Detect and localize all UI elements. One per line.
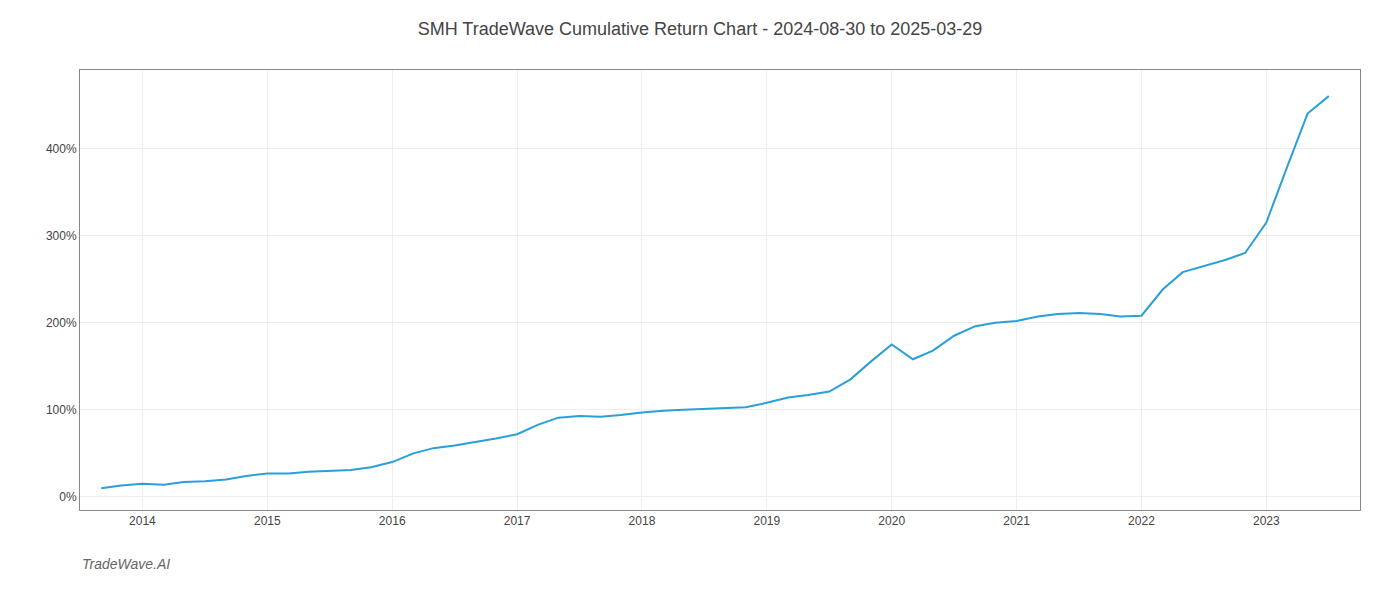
svg-text:400%: 400% xyxy=(46,142,77,156)
svg-text:2023: 2023 xyxy=(1253,514,1280,528)
svg-text:2019: 2019 xyxy=(753,514,780,528)
svg-text:TradeWave.AI: TradeWave.AI xyxy=(82,556,170,572)
svg-text:2014: 2014 xyxy=(129,514,156,528)
svg-text:0%: 0% xyxy=(59,490,77,504)
svg-text:SMH TradeWave Cumulative Retur: SMH TradeWave Cumulative Return Chart - … xyxy=(418,19,983,39)
svg-text:300%: 300% xyxy=(46,229,77,243)
svg-text:2017: 2017 xyxy=(504,514,531,528)
svg-text:2022: 2022 xyxy=(1128,514,1155,528)
svg-text:100%: 100% xyxy=(46,403,77,417)
svg-text:2018: 2018 xyxy=(629,514,656,528)
svg-text:2021: 2021 xyxy=(1003,514,1030,528)
svg-text:2020: 2020 xyxy=(878,514,905,528)
svg-text:2016: 2016 xyxy=(379,514,406,528)
svg-text:2015: 2015 xyxy=(254,514,281,528)
svg-text:200%: 200% xyxy=(46,316,77,330)
